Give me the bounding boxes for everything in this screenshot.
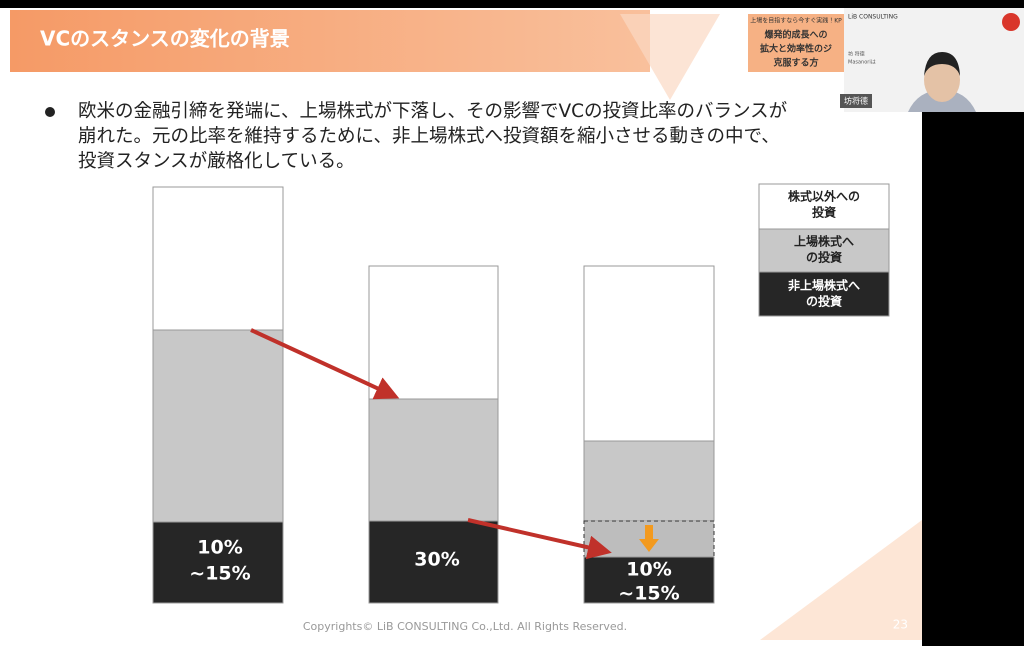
legend-label: 上場株式へ (794, 234, 854, 249)
legend-label: 株式以外への (788, 189, 860, 204)
name-tag (840, 94, 872, 108)
legend-swatch (758, 228, 890, 273)
arrow (467, 518, 612, 560)
bar-segment (368, 398, 499, 522)
bullet-line: 崩れた。元の比率を維持するために、非上場株式へ投資額を縮小させる動きの中で、 (78, 126, 780, 147)
speaker-romaji: Masanoriは (848, 60, 876, 66)
bar-labels: 10% ~15% 30% 10% ~15% (189, 537, 679, 605)
book-line: 克服する方 (773, 57, 818, 69)
bar-segment (152, 186, 284, 331)
legend-swatch (758, 271, 890, 317)
bar-segment (583, 440, 715, 522)
book-cover (748, 14, 844, 72)
video-overlay: 上場を目指すなら今すぐ実践！KP 爆発的成長への 拡大と効率性のジ 克服する方 … (748, 8, 1024, 112)
page-number: 23 (893, 618, 908, 632)
bar-segment (152, 521, 284, 604)
legend-label: 投資 (812, 205, 836, 220)
bar-segment (583, 556, 715, 604)
logo (1002, 13, 1020, 31)
bar-label: 10% (197, 537, 242, 559)
bar-segment (368, 265, 499, 400)
bar-segment (583, 265, 715, 442)
brand: LiB CONSULTING (848, 14, 898, 21)
bar-label: ~15% (189, 563, 250, 585)
person (924, 58, 960, 102)
bar-segment (368, 520, 499, 604)
bar-label: 10% (626, 559, 671, 581)
decor (620, 14, 720, 100)
arrow (250, 328, 400, 400)
person (924, 52, 960, 76)
bar-label: ~15% (618, 583, 679, 605)
bar-label: 30% (414, 549, 459, 571)
legend (758, 183, 890, 317)
legend-label: の投資 (806, 250, 842, 265)
legend-swatch (758, 183, 890, 230)
legend-label: の投資 (806, 294, 842, 309)
book-line: 上場を目指すなら今すぐ実践！KP (750, 17, 842, 25)
legend-labels: 株式以外への 投資 上場株式へ の投資 非上場株式へ の投資 (788, 189, 860, 309)
book-line: 拡大と効率性のジ (760, 43, 832, 55)
down-arrow (639, 525, 659, 552)
bullet (45, 107, 55, 117)
speaker: 坊 将德 (848, 51, 865, 58)
bullet-text: 欧米の金融引締を発端に、上場株式が下落し、その影響でVCの投資比率のバランスが … (78, 101, 787, 172)
bar-segment (152, 329, 284, 523)
bars (152, 186, 715, 604)
title-bar (10, 10, 650, 72)
name-tag-text: 坊将德 (844, 96, 868, 106)
decor (760, 520, 922, 640)
legend-label: 非上場株式へ (788, 278, 860, 293)
footer: Copyrights© LiB CONSULTING Co.,Ltd. All … (303, 620, 627, 633)
slide-title: VCのスタンスの変化の背景 (40, 27, 290, 51)
bullet-line: 欧米の金融引締を発端に、上場株式が下落し、その影響でVCの投資比率のバランスが (78, 101, 787, 122)
book-line: 爆発的成長への (764, 29, 827, 41)
bullet-line: 投資スタンスが厳格化している。 (78, 151, 355, 172)
